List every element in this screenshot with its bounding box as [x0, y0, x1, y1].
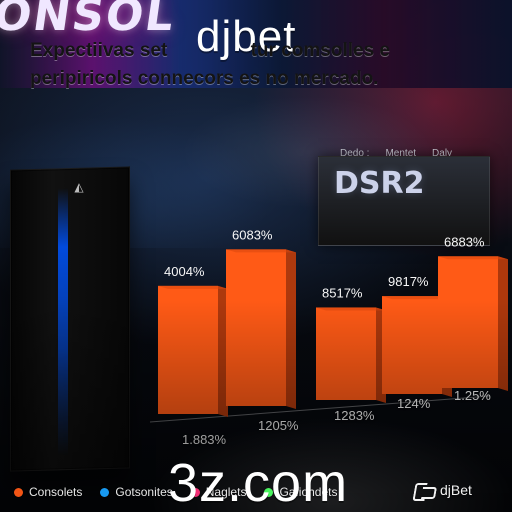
- bar-5: [438, 256, 498, 388]
- console-tower: [10, 166, 130, 472]
- headline-line-1b: tur comsolles e: [250, 40, 390, 61]
- bar-5-side: [498, 256, 508, 391]
- playstation-logo-icon: [412, 483, 434, 497]
- top-legend-item: Mentet: [385, 148, 417, 159]
- bottom-data-label: 124%: [397, 396, 431, 411]
- bar-4-label: 9817%: [388, 274, 429, 289]
- legend-label: Gotsonites: [115, 485, 173, 499]
- bar-2-top: [226, 249, 296, 253]
- bar-5-label: 6883%: [444, 234, 485, 249]
- top-legend: Dedo : Mentet Daly: [340, 148, 452, 159]
- console-glow-strip: [58, 188, 68, 456]
- bar-3: [316, 307, 376, 400]
- background-screen-text: DSR2: [334, 166, 425, 201]
- headline-line-1: Expectiivas set tur comsolles e: [30, 40, 390, 62]
- bottom-data-label: 1.25%: [454, 388, 491, 403]
- bottom-data-label: 1283%: [334, 408, 375, 423]
- legend-label: Consolets: [29, 485, 83, 499]
- legend-item-consolets: Consolets: [14, 485, 82, 499]
- legend-label: Gafiohdets: [279, 485, 338, 499]
- bar-5-top: [438, 256, 508, 260]
- bar-1: [158, 285, 218, 414]
- background-screen: [318, 156, 490, 246]
- bottom-legend: Consolets Gotsonites Naglets Gafiohdets: [14, 480, 374, 504]
- top-legend-item: Dedo :: [340, 148, 370, 159]
- legend-dot-icon: [190, 487, 200, 497]
- legend-dot-icon: [264, 487, 274, 497]
- bar-2: [226, 249, 286, 406]
- bar-4-top: [382, 296, 452, 300]
- legend-item-gafiohdets: Gafiohdets: [264, 485, 337, 499]
- headline-line-2: peripiricols connecors es no mercado.: [30, 68, 379, 89]
- legend-dot-icon: [14, 487, 23, 497]
- legend-dot-icon: [100, 487, 110, 497]
- bar-4: [382, 296, 442, 394]
- bar-1-top: [158, 285, 228, 289]
- bottom-data-label: 1205%: [258, 418, 299, 433]
- headline-line-1a: Expectiivas set: [30, 40, 168, 61]
- bar-2-side: [286, 249, 296, 409]
- bar-chart-svg: 4004% 6083% 8517% 9817% 6883%: [149, 227, 508, 423]
- legend-label: Naglets: [205, 485, 247, 499]
- legend-item-naglets: Naglets: [190, 485, 247, 499]
- bar-3-label: 8517%: [322, 285, 363, 300]
- top-legend-item: Daly: [432, 148, 453, 159]
- headline: Expectiivas set tur comsolles e peripiri…: [30, 40, 500, 100]
- bar-1-label: 4004%: [164, 264, 205, 279]
- bottom-data-label: 1.883%: [182, 432, 227, 447]
- bar-chart: 4004% 6083% 8517% 9817% 6883%: [140, 178, 508, 448]
- legend-item-gotsonites: Gotsonites: [100, 485, 173, 499]
- corner-brand: djBet: [412, 482, 472, 498]
- bar-3-top: [316, 307, 386, 311]
- bar-2-label: 6083%: [232, 227, 273, 242]
- domain-watermark: 3z.com: [168, 453, 349, 512]
- neon-sign-text: ONSOL: [0, 0, 179, 41]
- brand-overlay-text: djbet: [196, 12, 297, 61]
- corner-brand-text: djBet: [440, 482, 472, 498]
- console-logo-icon: ◭: [74, 180, 84, 194]
- neon-sign-backdrop: [0, 0, 512, 88]
